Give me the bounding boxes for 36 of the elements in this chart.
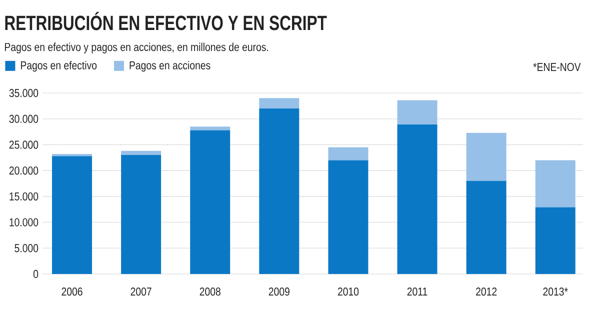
y-tick-label: 25.000	[9, 140, 38, 149]
bar	[328, 160, 368, 274]
x-tick-label: 2011	[407, 288, 428, 296]
bar	[190, 126, 230, 130]
x-tick-label: 2009	[268, 288, 290, 296]
bar	[535, 160, 576, 208]
bar	[190, 130, 230, 274]
bar	[397, 100, 438, 125]
bar	[535, 207, 576, 274]
x-tick-label: 2013*	[543, 288, 568, 296]
bar	[466, 132, 506, 181]
y-tick-label: 5.000	[14, 244, 38, 252]
x-tick-label: 2012	[476, 288, 497, 296]
bar	[121, 150, 162, 156]
chart-title: RETRIBUCIÓN EN EFECTIVO Y EN SCRIPT	[5, 12, 327, 30]
y-tick-label: 20.000	[9, 166, 38, 175]
bar	[328, 147, 368, 160]
y-tick-label: 15.000	[10, 192, 38, 200]
text: *ENE-NOV	[533, 62, 581, 72]
x-tick-label: 2006	[62, 288, 82, 296]
y-tick-label: 0	[33, 270, 38, 278]
y-tick-label: 30.000	[9, 114, 38, 123]
legend-label: Pagos en acciones	[130, 60, 210, 72]
y-tick-label: 35.000	[9, 88, 38, 98]
bar	[121, 155, 162, 274]
x-tick-label: 2008	[200, 288, 220, 296]
x-tick-label: 2007	[130, 288, 152, 296]
chart-subtitle: Pagos en efectivo y pagos en acciones, en millones de euros.	[5, 42, 268, 54]
y-tick-label: 10.000	[10, 218, 38, 226]
x-tick-label: 2010	[338, 288, 359, 296]
bar	[466, 180, 506, 274]
bar	[259, 108, 300, 274]
bar	[259, 98, 300, 109]
legend-label: Pagos en efectivo	[21, 60, 97, 72]
bar	[52, 156, 92, 274]
bar	[397, 124, 438, 274]
